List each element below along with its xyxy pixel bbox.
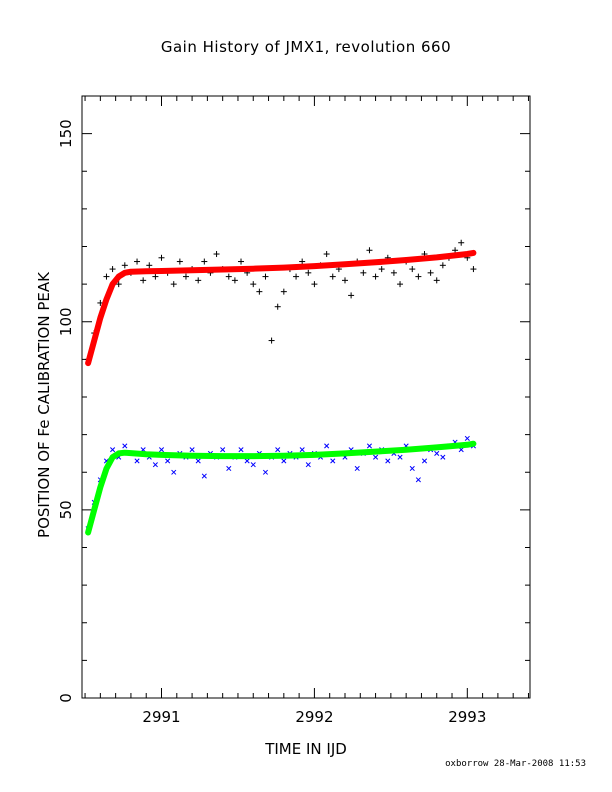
y-tick-label: 50 [57,500,75,519]
data-point-cross [134,458,140,464]
data-point-cross [171,469,177,475]
data-point-plus [268,337,275,344]
data-point-cross [330,458,336,464]
data-point-plus [201,258,208,265]
data-point-cross [464,435,470,441]
data-point-cross [110,447,116,453]
data-point-plus [439,262,446,269]
data-point-plus [238,258,245,265]
data-point-plus [372,273,379,280]
data-point-plus [195,277,202,284]
data-point-cross [366,443,373,449]
y-tick-label: 0 [57,693,75,703]
data-point-cross [158,447,165,453]
data-point-plus [409,266,416,273]
data-point-plus [452,247,459,254]
data-point-plus [262,273,269,280]
data-point-plus [323,251,330,258]
data-point-plus [348,292,355,299]
data-point-cross [226,465,232,472]
x-tick-label: 2992 [295,708,333,726]
data-point-cross [238,447,244,453]
data-point-plus [182,273,189,280]
data-point-cross [281,458,287,464]
data-point-cross [122,443,128,449]
data-point-cross [397,454,403,460]
data-point-cross [201,473,207,479]
data-point-plus [158,254,165,261]
data-point-plus [115,281,122,288]
data-point-cross [434,450,440,456]
data-point-plus [427,269,434,276]
data-point-cross [305,462,311,468]
data-point-cross [415,477,421,483]
fit-curve-3 [85,440,477,536]
data-point-plus [103,273,110,280]
data-point-cross [250,462,256,468]
data-point-plus [152,273,159,280]
y-tick-label: 150 [57,119,75,148]
data-point-plus [378,266,385,273]
data-point-cross [262,469,269,475]
fit-curve-2 [85,249,477,367]
data-point-cross [165,458,171,464]
data-point-plus [256,288,263,295]
data-point-plus [170,281,177,288]
data-point-plus [470,266,477,273]
data-point-plus [146,262,153,269]
data-point-plus [176,258,183,265]
data-point-plus [231,277,238,284]
data-point-plus [121,262,128,269]
data-point-plus [134,258,141,265]
data-point-plus [366,247,373,254]
data-point-plus [213,251,220,258]
data-point-plus [140,277,147,284]
data-point-plus [458,239,465,246]
data-point-cross [195,458,201,464]
data-point-cross [299,447,305,453]
data-point-plus [360,269,367,276]
x-tick-label: 2993 [448,708,486,726]
data-point-plus [397,281,404,288]
data-point-plus [390,269,397,276]
data-point-cross [354,465,360,472]
data-point-plus [280,288,287,295]
plot-frame [81,95,531,699]
data-point-cross [220,447,226,453]
data-point-plus [109,266,116,273]
y-tick-label: 100 [57,307,75,336]
data-point-plus [293,273,300,280]
data-point-plus [250,281,257,288]
data-point-plus [305,269,312,276]
x-tick-label: 2991 [142,708,180,726]
data-point-cross [152,462,158,468]
data-point-plus [329,273,336,280]
data-point-cross [440,454,446,460]
data-point-cross [385,458,391,464]
data-point-plus [299,258,306,265]
data-point-plus [311,281,318,288]
data-point-plus [433,277,440,284]
footer-stamp: oxborrow 28-Mar-2008 11:53 [445,759,586,769]
data-point-cross [189,447,195,453]
data-point-plus [274,303,281,310]
chart-title: Gain History of JMX1, revolution 660 [160,38,452,56]
data-point-cross [421,458,428,464]
data-point-plus [415,273,422,280]
data-point-cross [275,447,281,453]
x-axis-label: TIME IN IJD [265,740,347,758]
data-point-cross [409,465,415,472]
data-point-plus [225,273,232,280]
data-point-cross [373,454,379,460]
data-point-cross [244,458,250,464]
data-point-cross [324,443,330,449]
data-point-plus [341,277,348,284]
